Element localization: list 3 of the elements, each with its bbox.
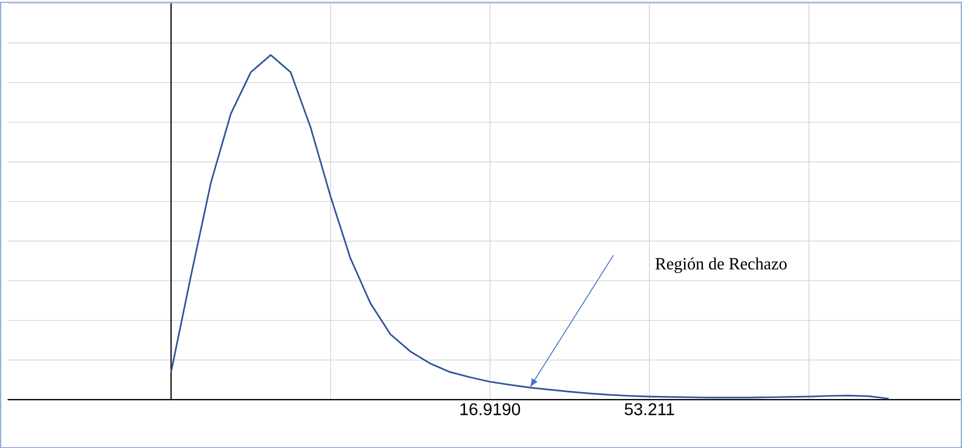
- x-tick-label: 53.211: [624, 403, 674, 416]
- x-tick-label: 16.9190: [460, 403, 520, 416]
- annotation: Región de Rechazo: [655, 257, 787, 273]
